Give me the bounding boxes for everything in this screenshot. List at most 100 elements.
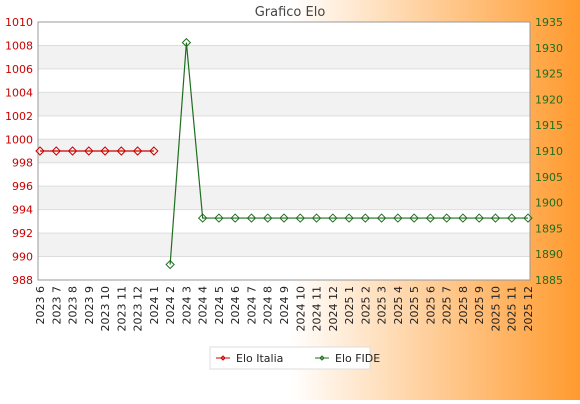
x-tick-label: 2025 1	[343, 286, 356, 325]
plot-band	[38, 186, 530, 210]
x-tick-label: 2024 2	[164, 286, 177, 325]
legend-box	[209, 346, 371, 370]
plot-band	[38, 256, 530, 280]
series-point	[214, 213, 224, 223]
x-tick-label: 2023 8	[67, 286, 80, 325]
x-tick-label: 2025 4	[392, 286, 405, 325]
legend-marker	[220, 355, 226, 361]
y-left-tick-label: 1006	[5, 63, 33, 76]
y-right-tick-label: 1890	[535, 248, 563, 261]
x-tick-label: 2024 9	[278, 286, 291, 325]
series-point	[474, 213, 484, 223]
y-left-tick-label: 1000	[5, 133, 33, 146]
x-tick-label: 2023 7	[50, 286, 63, 325]
series-point	[376, 213, 387, 223]
x-tick-label: 2024 11	[311, 286, 324, 332]
series-point	[279, 213, 289, 223]
legend: Elo Italia Elo FIDE	[209, 346, 380, 370]
series-point	[328, 213, 338, 223]
x-tick-label: 2023 12	[132, 286, 145, 332]
y-left-tick-label: 1010	[5, 16, 33, 29]
series-point	[246, 213, 257, 223]
series-point	[458, 213, 468, 223]
series-point	[441, 213, 452, 223]
x-tick-label: 2023 9	[83, 286, 96, 325]
y-right-tick-label: 1925	[535, 68, 563, 81]
x-tick-label: 2025 8	[457, 286, 470, 325]
series-point	[230, 213, 240, 223]
legend-label: Elo FIDE	[335, 352, 380, 365]
x-tick-label: 2025 12	[522, 286, 535, 332]
series-point	[67, 146, 78, 156]
series-point	[344, 213, 354, 223]
plot-band	[38, 22, 530, 46]
plot-border	[37, 21, 531, 281]
series-point	[51, 146, 61, 156]
y-left-tick-label: 988	[12, 274, 33, 287]
x-tick-label: 2023 11	[115, 286, 128, 332]
series-point	[84, 146, 94, 156]
plot-band	[38, 139, 530, 163]
series-point	[35, 146, 45, 156]
series-point	[149, 146, 159, 156]
series-point	[132, 146, 143, 156]
x-tick-label: 2025 7	[441, 286, 454, 325]
y-left-tick-label: 992	[12, 227, 33, 240]
y-right-tick-label: 1910	[535, 145, 563, 158]
series-point	[523, 213, 533, 223]
series-point	[393, 213, 403, 223]
series-line	[169, 42, 528, 265]
x-tick-label: 2025 11	[506, 286, 519, 332]
series-point	[197, 213, 208, 223]
y-left-tick-label: 996	[12, 180, 33, 193]
x-tick-label: 2023 6	[34, 286, 47, 325]
y-left-tick-label: 998	[12, 157, 33, 170]
y-right-tick-label: 1895	[535, 222, 563, 235]
x-tick-label: 2025 5	[408, 286, 421, 325]
legend-label: Elo Italia	[236, 352, 283, 365]
x-tick-label: 2024 4	[197, 286, 210, 325]
series-point	[165, 259, 175, 270]
x-tick-label: 2025 2	[359, 286, 372, 325]
y-left-tick-label: 990	[12, 251, 33, 264]
series-point	[409, 213, 419, 223]
x-tick-label: 2024 10	[294, 286, 307, 332]
y-right-tick-label: 1900	[535, 197, 563, 210]
y-left-tick-label: 994	[12, 204, 33, 217]
y-right-tick-label: 1935	[535, 16, 563, 29]
series-point	[507, 213, 517, 223]
plot-band	[38, 45, 530, 69]
x-tick-label: 2024 6	[229, 286, 242, 325]
series-point	[181, 37, 192, 48]
y-right-tick-label: 1905	[535, 171, 563, 184]
y-right-tick-label: 1920	[535, 93, 563, 106]
series-point	[116, 146, 127, 156]
plot-band	[38, 209, 530, 234]
legend-marker	[319, 355, 325, 361]
chart-title: Grafico Elo	[255, 5, 326, 20]
plot-band	[38, 162, 530, 187]
y-left-tick-label: 1008	[5, 39, 33, 52]
plot-band	[38, 92, 530, 116]
series-point	[490, 213, 501, 223]
series-point	[263, 213, 273, 223]
x-tick-label: 2025 10	[489, 286, 502, 332]
y-right-tick-label: 1930	[535, 42, 563, 55]
series-point	[100, 146, 110, 156]
x-tick-label: 2024 1	[148, 286, 161, 325]
x-tick-label: 2024 7	[245, 286, 258, 325]
x-tick-label: 2024 8	[262, 286, 275, 325]
plot-band	[38, 233, 530, 257]
series-point	[360, 213, 371, 223]
x-tick-label: 2025 3	[376, 286, 389, 325]
x-tick-label: 2024 3	[180, 286, 193, 325]
series-point	[425, 213, 436, 223]
plot-band	[38, 68, 530, 93]
x-tick-label: 2024 12	[327, 286, 340, 332]
y-left-tick-label: 1002	[5, 110, 33, 123]
y-right-tick-label: 1915	[535, 119, 563, 132]
series-point	[295, 213, 305, 223]
x-tick-label: 2025 9	[473, 286, 486, 325]
